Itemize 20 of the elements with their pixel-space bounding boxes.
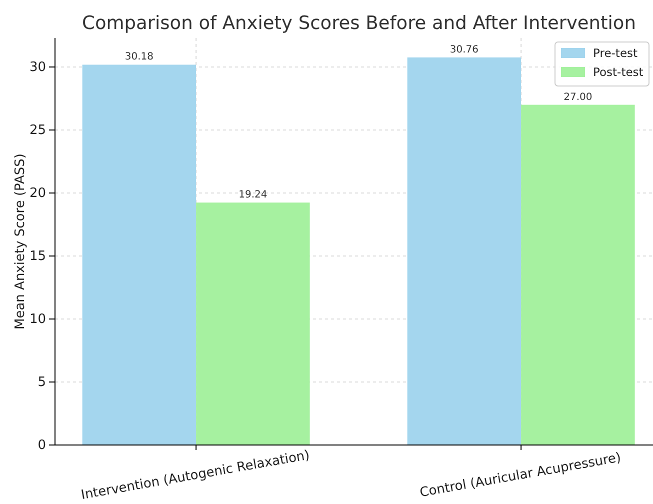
y-tick-label: 25 xyxy=(29,123,46,138)
y-tick-label: 30 xyxy=(29,60,46,76)
y-axis-title: Mean Anxiety Score (PASS) xyxy=(13,153,28,330)
legend-label: Pre-test xyxy=(593,46,638,60)
data-label: 19.24 xyxy=(238,190,268,201)
data-label: 27.00 xyxy=(564,92,592,103)
bar xyxy=(196,202,310,445)
legend-label: Post-test xyxy=(593,65,644,79)
y-tick-label: 0 xyxy=(38,438,46,454)
chart-title: Comparison of Anxiety Scores Before and After Intervention xyxy=(82,13,636,34)
data-label: 30.18 xyxy=(124,52,154,63)
y-tick-label: 20 xyxy=(29,186,46,202)
bar xyxy=(82,64,196,445)
bar xyxy=(521,104,635,445)
y-tick-label: 10 xyxy=(29,312,46,328)
x-tick-label: Intervention (Autogenic Relaxation) xyxy=(80,448,311,504)
data-label: 30.76 xyxy=(450,44,478,56)
bar xyxy=(407,57,522,445)
y-tick-label: 15 xyxy=(29,249,46,264)
y-tick-label: 5 xyxy=(38,375,46,390)
